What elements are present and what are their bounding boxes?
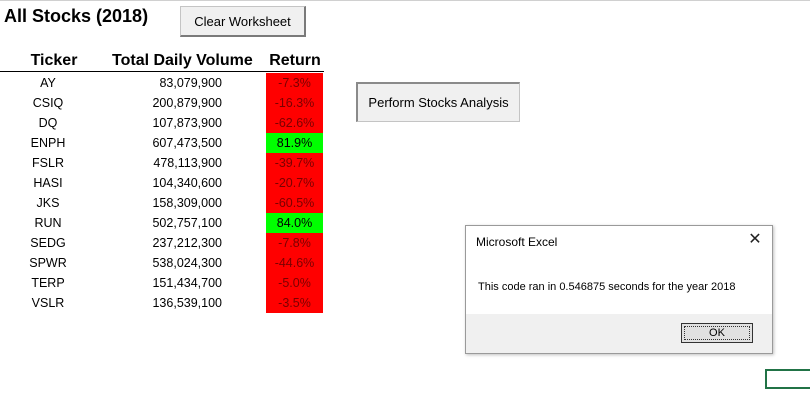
ticker-cell[interactable]: FSLR [32, 156, 64, 170]
close-icon[interactable]: ✕ [748, 231, 762, 248]
volume-cell[interactable]: 502,757,100 [152, 216, 222, 230]
top-border [0, 0, 810, 1]
volume-cell[interactable]: 607,473,500 [152, 136, 222, 150]
table-row: JKS 158,309,000 -60.5% [0, 193, 330, 213]
dialog-message: This code ran in 0.546875 seconds for th… [478, 281, 736, 293]
ticker-cell[interactable]: SPWR [29, 256, 67, 270]
return-cell[interactable]: 81.9% [266, 133, 323, 153]
volume-cell[interactable]: 107,873,900 [152, 116, 222, 130]
return-cell[interactable]: 84.0% [266, 213, 323, 233]
sheet-title: All Stocks (2018) [4, 6, 149, 26]
table-row: TERP 151,434,700 -5.0% [0, 273, 330, 293]
ticker-cell[interactable]: TERP [31, 276, 65, 290]
volume-cell[interactable]: 104,340,600 [152, 176, 222, 190]
volume-cell[interactable]: 83,079,900 [159, 76, 222, 90]
return-cell[interactable]: -44.6% [266, 253, 323, 273]
header-total-daily-volume: Total Daily Volume [112, 52, 253, 69]
return-cell[interactable]: -7.3% [266, 73, 323, 93]
header-return: Return [269, 52, 321, 69]
table-row: ENPH 607,473,500 81.9% [0, 133, 330, 153]
table-row: SEDG 237,212,300 -7.8% [0, 233, 330, 253]
volume-cell[interactable]: 158,309,000 [152, 196, 222, 210]
table-row: AY 83,079,900 -7.3% [0, 73, 330, 93]
active-cell-selection[interactable] [765, 369, 810, 389]
table-row: VSLR 136,539,100 -3.5% [0, 293, 330, 313]
return-cell[interactable]: -3.5% [266, 293, 323, 313]
ticker-cell[interactable]: RUN [34, 216, 62, 230]
ticker-cell[interactable]: CSIQ [32, 96, 64, 110]
return-cell[interactable]: -39.7% [266, 153, 323, 173]
volume-cell[interactable]: 538,024,300 [152, 256, 222, 270]
ticker-cell[interactable]: AY [40, 76, 56, 90]
dialog-footer: OK [466, 314, 772, 353]
return-cell[interactable]: -20.7% [266, 173, 323, 193]
ok-button[interactable]: OK [681, 323, 753, 343]
table-row: HASI 104,340,600 -20.7% [0, 173, 330, 193]
stock-table: AY 83,079,900 -7.3% CSIQ 200,879,900 -16.3% DQ… [0, 73, 330, 313]
volume-cell[interactable]: 237,212,300 [152, 236, 222, 250]
return-cell[interactable]: -16.3% [266, 93, 323, 113]
volume-cell[interactable]: 200,879,900 [152, 96, 222, 110]
perform-analysis-button[interactable]: Perform Stocks Analysis [356, 82, 520, 122]
clear-worksheet-button[interactable]: Clear Worksheet [180, 6, 306, 37]
volume-cell[interactable]: 478,113,900 [153, 156, 222, 170]
table-row: DQ 107,873,900 -62.6% [0, 113, 330, 133]
ticker-cell[interactable]: ENPH [30, 136, 66, 150]
table-row: CSIQ 200,879,900 -16.3% [0, 93, 330, 113]
table-row: RUN 502,757,100 84.0% [0, 213, 330, 233]
volume-cell[interactable]: 136,539,100 [152, 296, 222, 310]
volume-cell[interactable]: 151,434,700 [152, 276, 222, 290]
table-row: FSLR 478,113,900 -39.7% [0, 153, 330, 173]
dialog-title: Microsoft Excel [476, 235, 558, 249]
return-cell[interactable]: -62.6% [266, 113, 323, 133]
table-row: SPWR 538,024,300 -44.6% [0, 253, 330, 273]
return-cell[interactable]: -60.5% [266, 193, 323, 213]
header-ticker: Ticker [30, 52, 78, 69]
ticker-cell[interactable]: VSLR [31, 296, 65, 310]
return-cell[interactable]: -7.8% [266, 233, 323, 253]
ticker-cell[interactable]: JKS [36, 196, 60, 210]
header-underline [0, 71, 324, 72]
return-cell[interactable]: -5.0% [266, 273, 323, 293]
message-dialog: Microsoft Excel ✕ This code ran in 0.546… [465, 225, 773, 354]
ticker-cell[interactable]: DQ [38, 116, 58, 130]
ticker-cell[interactable]: HASI [33, 176, 63, 190]
ticker-cell[interactable]: SEDG [30, 236, 66, 250]
